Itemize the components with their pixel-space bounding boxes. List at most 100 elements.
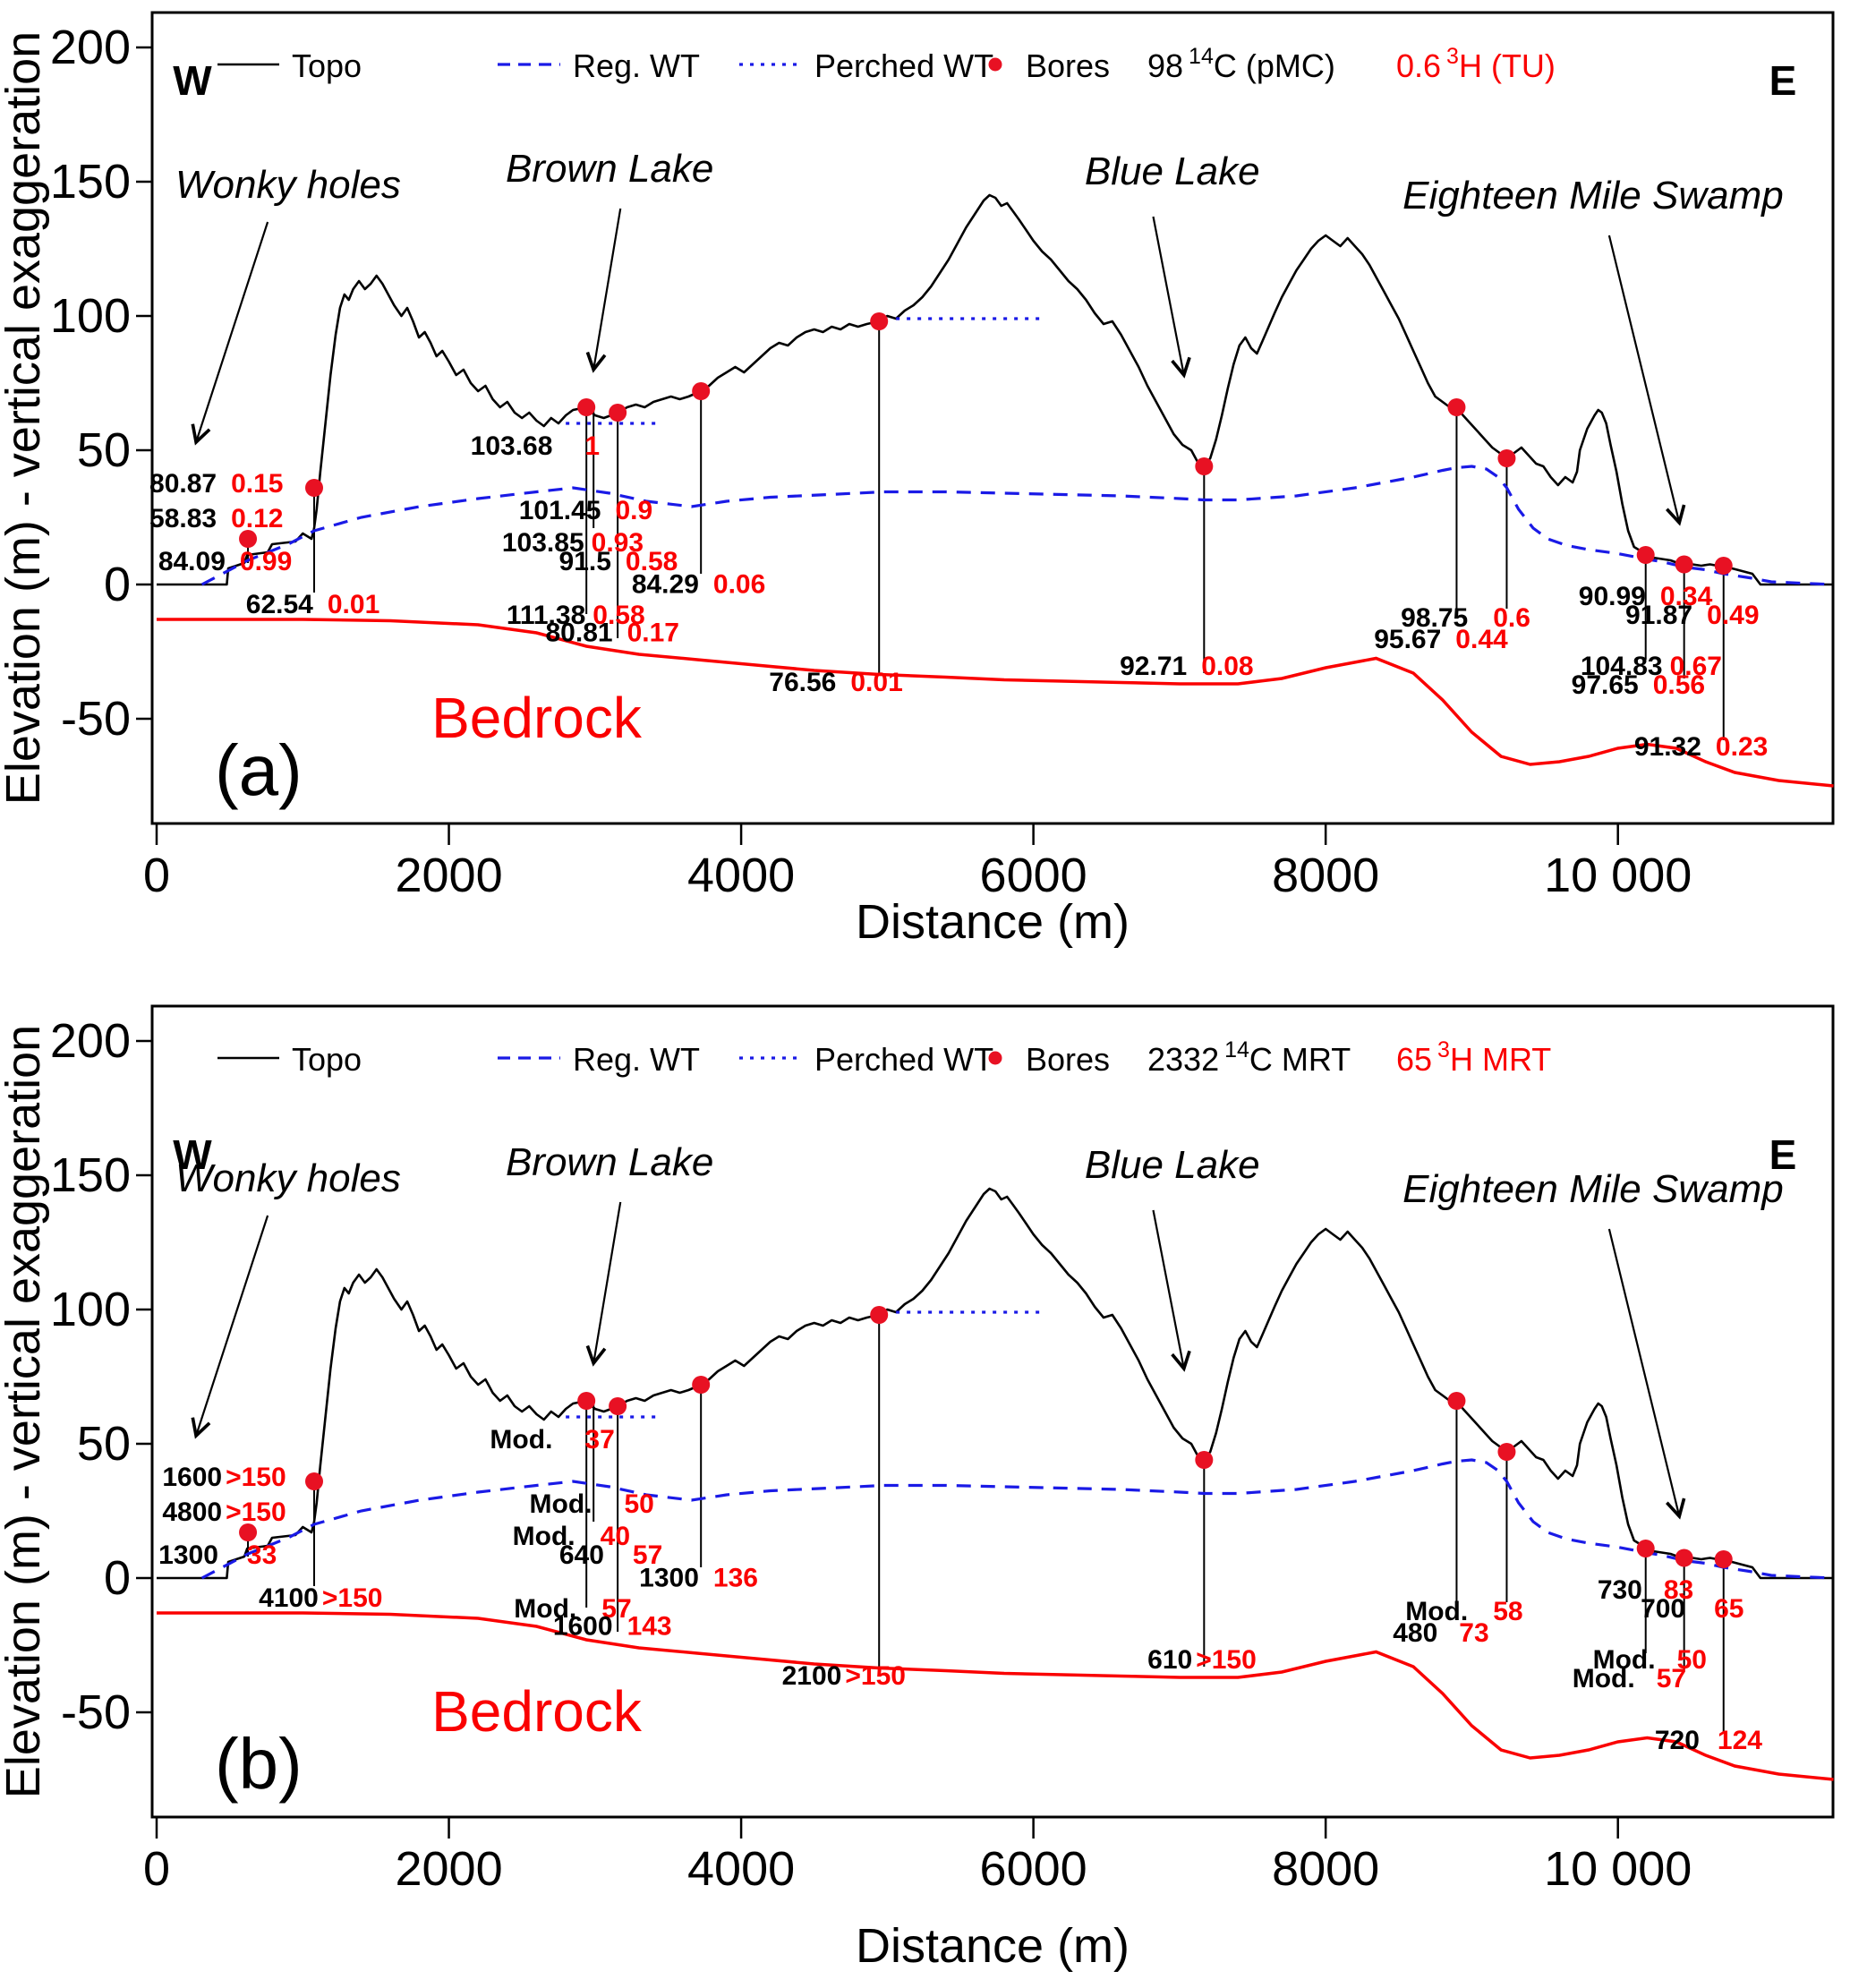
bore-label-red: 0.58	[593, 601, 644, 630]
annotation-arrow	[1607, 1228, 1686, 1520]
panel-b: 200 150 100 50 0 -50 0 2000 4000 6000 8000 10 000 El…	[0, 994, 1850, 1988]
bore-label-red: 0.01	[850, 668, 902, 697]
y-tick-label: 100	[50, 1283, 131, 1336]
x-tick-label: 2000	[395, 849, 502, 902]
x-tick-label: 8000	[1272, 849, 1379, 902]
bore-dot	[1447, 398, 1466, 416]
bore-label-black: 1300	[158, 1540, 218, 1570]
bore-label-red: 0.15	[231, 469, 283, 499]
y-tick-label: 200	[50, 21, 131, 74]
bore-label-red: 0.56	[1653, 670, 1705, 700]
legend-h3-value: 0.6	[1396, 47, 1441, 84]
bore-label-black: 80.81	[545, 619, 612, 648]
annotation-text: Brown Lake	[506, 147, 713, 191]
bore-label-black: 1600	[553, 1612, 613, 1642]
legend-c14: 2332 14C MRT	[1147, 1037, 1351, 1078]
legend-topo-label: Topo	[292, 47, 362, 84]
bore-label-black: 98.75	[1401, 603, 1468, 633]
bore-dot	[239, 1523, 258, 1541]
bore-dot	[1497, 449, 1516, 467]
bore-dot	[692, 382, 711, 400]
bore-dot	[305, 1472, 324, 1490]
annotation-text: Wonky holes	[175, 163, 401, 207]
legend-c14-unit: C MRT	[1249, 1041, 1351, 1078]
west-label: W	[173, 57, 212, 104]
bore-label-black: 730	[1598, 1575, 1642, 1605]
x-tick-label: 0	[143, 849, 170, 902]
bore-label-black: 640	[559, 1540, 604, 1570]
annotation-arrow	[191, 221, 269, 446]
legend-reg-wt-label: Reg. WT	[573, 47, 700, 84]
legend-c14-unit: C (pMC)	[1214, 47, 1335, 84]
bore-label-black: 104.83	[1581, 652, 1663, 681]
y-tick-label: 0	[104, 558, 131, 611]
bore-label-black: 1600	[162, 1463, 222, 1492]
bore-dot	[870, 1306, 889, 1324]
bore-dot	[1636, 1540, 1655, 1557]
bore-label-black: 92.71	[1120, 652, 1187, 681]
y-tick-label: 50	[77, 423, 131, 477]
legend-perched-wt-label: Perched WT	[814, 1041, 993, 1078]
bore-label-red: 33	[247, 1540, 277, 1570]
bore-dot	[1447, 1392, 1466, 1410]
bore-label-red: 58	[1493, 1597, 1522, 1626]
y-tick-label: -50	[61, 692, 131, 746]
bore-label-black: 58.83	[149, 504, 217, 533]
bore-label-red: 136	[713, 1564, 758, 1593]
legend-h3-superscript: 3	[1437, 1037, 1450, 1062]
bore-label-red: >150	[845, 1661, 906, 1691]
bore-dot	[1675, 555, 1693, 574]
x-tick-label: 4000	[687, 1842, 795, 1896]
bore-label-red: 0.01	[328, 590, 379, 619]
bore-label-black: 103.85	[502, 528, 584, 558]
bore-label-red: 0.34	[1660, 582, 1713, 611]
legend-c14-value: 98	[1147, 47, 1183, 84]
annotation-text: Blue Lake	[1085, 1143, 1260, 1187]
y-tick-label: 100	[50, 289, 131, 343]
bore-label-red: >150	[226, 1497, 286, 1527]
bore-dot	[577, 398, 596, 416]
bore-label-red: 50	[625, 1489, 654, 1519]
bore-label-black: 111.38	[507, 601, 585, 630]
bore-label-red: 124	[1718, 1726, 1762, 1755]
bore-label-red: 0.67	[1670, 652, 1722, 681]
topo-line	[157, 193, 1834, 586]
bore-label-black: 610	[1147, 1645, 1192, 1675]
y-tick-label: 50	[77, 1417, 131, 1471]
y-tick-label: -50	[61, 1685, 131, 1739]
bore-label-black: 90.99	[1579, 582, 1646, 611]
annotation-text: Brown Lake	[506, 1140, 713, 1184]
bore-label-red: 1	[584, 431, 600, 461]
bore-label-black: 4100	[259, 1583, 319, 1613]
bore-label-black: Mod.	[1405, 1597, 1468, 1626]
legend-c14: 98 14C (pMC)	[1147, 44, 1335, 84]
legend-h3-unit: H (TU)	[1459, 47, 1556, 84]
bore-dot	[609, 404, 627, 422]
annotation-arrow	[585, 208, 622, 373]
legend-c14-superscript: 14	[1189, 44, 1214, 69]
bore-label-red: 37	[584, 1425, 614, 1455]
bore-label-red: 73	[1459, 1618, 1488, 1648]
y-tick-label: 150	[50, 1148, 131, 1202]
legend-h3: 65 3H MRT	[1396, 1037, 1551, 1078]
bore-label-black: 101.45	[519, 496, 601, 525]
bore-dot	[870, 312, 889, 330]
annotation-text: Blue Lake	[1085, 149, 1260, 193]
bore-label-black: 84.29	[632, 570, 699, 600]
x-tick-label: 10 000	[1544, 849, 1692, 902]
annotation-arrow	[1152, 1209, 1191, 1372]
bore-label-black: 76.56	[769, 668, 836, 697]
x-tick-label: 10 000	[1544, 1842, 1692, 1896]
x-tick-label: 2000	[395, 1842, 502, 1896]
bore-dot	[692, 1376, 711, 1394]
bore-label-red: 83	[1664, 1575, 1693, 1605]
regional-wt-line	[200, 465, 1834, 586]
x-tick-label: 8000	[1272, 1842, 1379, 1896]
bore-dot	[1714, 1550, 1733, 1568]
legend-h3-superscript: 3	[1446, 44, 1459, 69]
x-axis-label: Distance (m)	[856, 895, 1130, 949]
bore-dot	[1195, 457, 1214, 475]
y-axis-label: Elevation (m) - vertical exaggeration	[0, 31, 50, 805]
y-axis-label: Elevation (m) - vertical exaggeration	[0, 1025, 50, 1798]
bore-label-black: 91.32	[1634, 732, 1701, 762]
